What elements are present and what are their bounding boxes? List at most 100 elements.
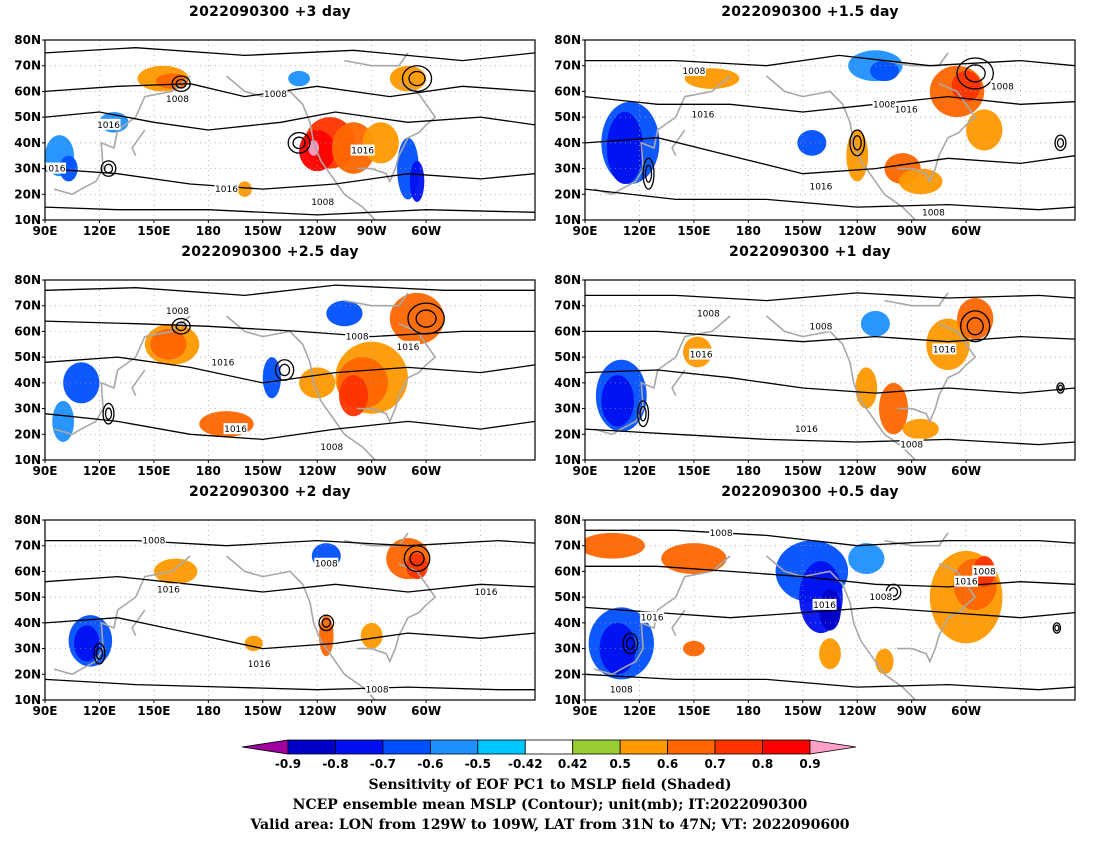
- contour-label: 1008: [973, 567, 996, 577]
- contour-label-bg: [210, 356, 235, 368]
- lon-label: 120W: [838, 704, 876, 718]
- map-background: [45, 520, 535, 700]
- coastline: [225, 555, 376, 700]
- lon-label: 90W: [357, 464, 387, 478]
- contour-label-bg: [165, 93, 190, 105]
- contour-label: 1008: [710, 529, 733, 539]
- contour-ring: [408, 70, 426, 87]
- colorbar-tick-label: -0.6: [417, 757, 443, 771]
- contour-label: 1016: [933, 345, 956, 355]
- lat-label: 60N: [14, 84, 41, 98]
- lat-label: 20N: [14, 667, 41, 681]
- contour-label-bg: [474, 586, 498, 597]
- lat-label: 80N: [554, 273, 581, 287]
- lon-label: 150E: [677, 464, 710, 478]
- map-panel: 2022090300 +1.5 day 1008 1016 1016 1008 1008…: [540, 0, 1080, 240]
- lat-label: 70N: [554, 299, 581, 313]
- shaded-area: [860, 310, 890, 337]
- lat-label: 80N: [554, 513, 581, 527]
- lat-label: 70N: [554, 539, 581, 553]
- contour-line: [585, 54, 1075, 67]
- contour-line: [45, 284, 535, 297]
- contour-ring: [852, 135, 862, 151]
- contour-line: [585, 673, 1075, 691]
- lon-label: 150E: [137, 224, 170, 238]
- contour-ring: [93, 642, 106, 665]
- contour-ring: [287, 131, 311, 154]
- lat-label: 20N: [554, 187, 581, 201]
- lon-label: 180: [196, 704, 221, 718]
- colorbar-arrow-right: [809, 739, 857, 755]
- contour-line: [585, 606, 1075, 619]
- contour-label: 1008: [610, 686, 633, 696]
- contour-ring: [409, 550, 425, 567]
- lat-label: 60N: [14, 324, 41, 338]
- lon-label: 60W: [411, 224, 441, 238]
- contour-label-bg: [165, 304, 190, 316]
- contour-label: 1008: [142, 537, 165, 547]
- contour-ring: [274, 359, 295, 381]
- colorbar-segment: [287, 739, 336, 755]
- contour-label-bg: [609, 683, 634, 695]
- colorbar-segment: [572, 739, 621, 755]
- contour-ring: [102, 402, 115, 425]
- contour-ring: [403, 545, 431, 573]
- colorbar-segment: [619, 739, 669, 755]
- contour-line: [585, 529, 1075, 547]
- contour-ring: [1057, 384, 1064, 392]
- panel-title: 2022090300 +2 day: [189, 484, 351, 500]
- coastlines: [53, 532, 437, 700]
- shaded-area: [855, 367, 878, 409]
- lat-label: 50N: [554, 590, 581, 604]
- gridlines: [585, 40, 1075, 220]
- lon-label: 150E: [137, 704, 170, 718]
- contour-label-bg: [972, 565, 997, 577]
- contour-ring: [100, 160, 117, 177]
- map-frame: [44, 519, 536, 701]
- lat-label: 20N: [14, 427, 41, 441]
- lon-label: 120E: [83, 224, 116, 238]
- contour-line: [585, 95, 1075, 113]
- contour-label: 1016: [813, 601, 836, 611]
- lon-label: 150W: [784, 704, 822, 718]
- contour-line: [45, 167, 535, 190]
- coastline: [897, 82, 977, 184]
- contour-ring: [401, 65, 433, 93]
- colorbar-tick-label: -0.9: [275, 757, 301, 771]
- lat-label: 40N: [14, 376, 41, 390]
- map-background: [585, 280, 1075, 460]
- contour-ring: [95, 647, 104, 661]
- lat-label: 60N: [554, 324, 581, 338]
- coastline: [225, 75, 376, 220]
- contour-label: 1008: [166, 307, 189, 317]
- lat-label: 50N: [14, 110, 41, 124]
- coastline: [53, 75, 191, 196]
- contour-label-bg: [350, 144, 375, 156]
- lat-label: 50N: [14, 590, 41, 604]
- contour-line: [585, 330, 1075, 343]
- shaded-area: [875, 648, 894, 675]
- lat-label: 40N: [554, 616, 581, 630]
- map-plot: 1008 1016 1016 1008 1008 1016 80N 70N 60N 50N 40N 3…: [554, 273, 1076, 478]
- panel-title: 2022090300 +2.5 day: [181, 244, 359, 260]
- contour-label-bg: [690, 108, 715, 120]
- colorbar-segment: [762, 739, 811, 755]
- contour-ring: [1052, 622, 1062, 634]
- contour-label-bg: [96, 118, 121, 130]
- lon-label: 150W: [244, 704, 282, 718]
- lon-label: 150E: [677, 224, 710, 238]
- contour-ring: [171, 75, 191, 93]
- colorbar-tick-label: -0.42: [508, 757, 543, 771]
- contour-label: 1008: [311, 198, 334, 208]
- coastline: [765, 75, 916, 220]
- colorbar-tick-label: -0.7: [370, 757, 396, 771]
- colorbar-tick-label: 0.9: [799, 757, 820, 771]
- contour-label: 1016: [955, 578, 978, 588]
- contour-label-bg: [696, 307, 721, 319]
- lon-label: 120W: [838, 464, 876, 478]
- shaded-area: [661, 543, 727, 574]
